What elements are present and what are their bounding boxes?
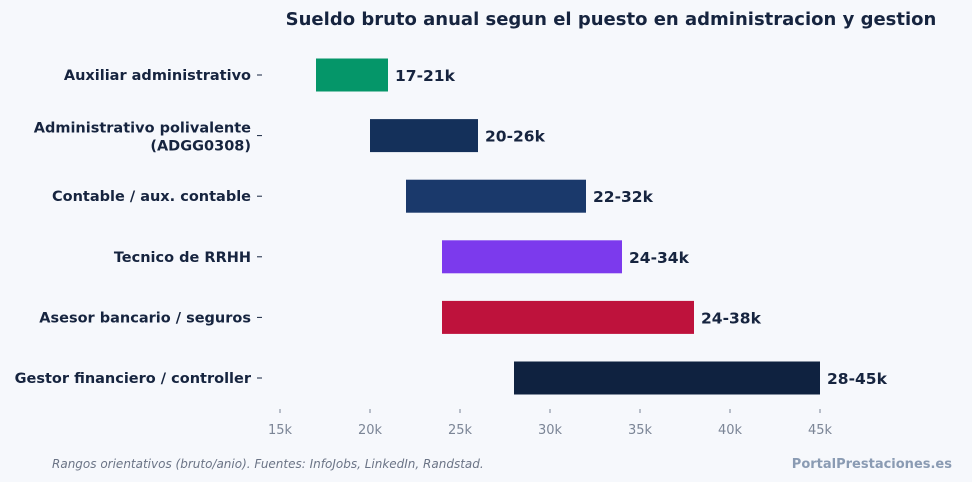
category-label: Administrativo polivalente (ADGG0308) xyxy=(34,121,251,155)
data-label: 24-34k xyxy=(629,249,690,267)
range-bar xyxy=(316,58,388,92)
footer-brand: PortalPrestaciones.es xyxy=(792,457,952,472)
x-tick-label: 25k xyxy=(448,423,473,438)
chart-title: Sueldo bruto anual segun el puesto en ad… xyxy=(286,9,937,30)
x-tick-label: 30k xyxy=(538,423,563,438)
x-tick-label: 40k xyxy=(718,423,743,438)
data-label: 28-45k xyxy=(827,370,888,388)
category-label: Contable / aux. contable xyxy=(52,189,251,205)
category-label: Tecnico de RRHH xyxy=(114,250,251,266)
range-bar xyxy=(442,240,622,274)
data-label: 22-32k xyxy=(593,188,654,206)
range-bar xyxy=(370,119,478,153)
category-label: Gestor financiero / controller xyxy=(15,371,252,387)
range-bar xyxy=(406,179,586,213)
category-label: Asesor bancario / seguros xyxy=(39,310,251,326)
data-label: 24-38k xyxy=(701,309,762,327)
x-tick-label: 35k xyxy=(628,423,653,438)
x-tick-label: 15k xyxy=(268,423,293,438)
category-label: Auxiliar administrativo xyxy=(64,68,251,84)
data-label: 17-21k xyxy=(395,67,456,85)
range-bar xyxy=(442,300,694,334)
data-label: 20-26k xyxy=(485,128,546,146)
x-tick-label: 20k xyxy=(358,423,383,438)
range-bar xyxy=(514,361,820,395)
footer-note: Rangos orientativos (bruto/anio). Fuente… xyxy=(52,457,484,471)
x-tick-label: 45k xyxy=(808,423,833,438)
